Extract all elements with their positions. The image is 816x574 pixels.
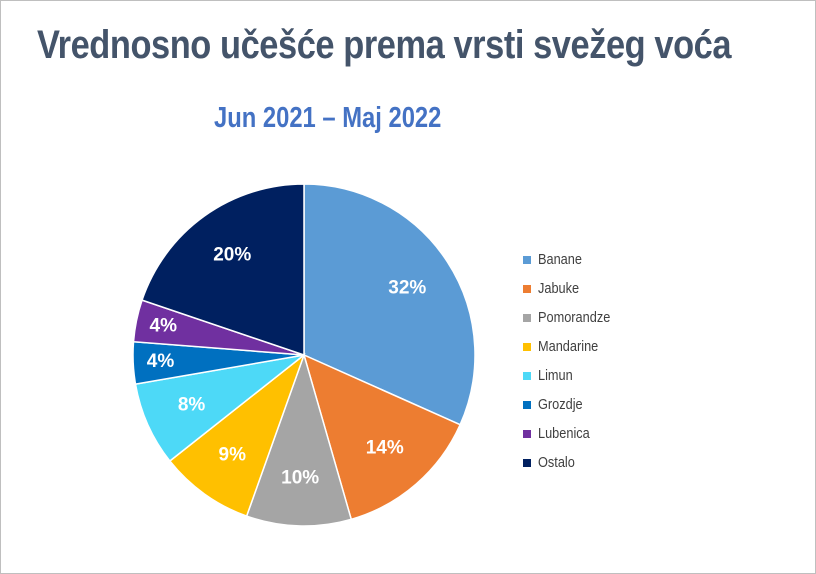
slice-label-ostalo: 20% (213, 244, 251, 265)
legend-item-lubenica: Lubenica (523, 419, 623, 448)
legend-item-mandarine: Mandarine (523, 332, 623, 361)
pie-slice-ostalo (141, 183, 305, 357)
slice-label-banane: 32% (388, 277, 426, 298)
slice-label-mandarine: 9% (219, 445, 247, 466)
slice-label-grozdje: 4% (147, 351, 175, 372)
slice-label-pomorandze: 10% (281, 468, 319, 489)
pie-slice-mandarine (168, 352, 306, 518)
legend-swatch (523, 429, 531, 438)
legend-swatch (523, 458, 531, 467)
legend-label: Jabuke (538, 280, 580, 297)
legend-label: Limun (538, 367, 573, 384)
legend-item-limun: Limun (523, 361, 623, 390)
pie-slice-pomorandze (245, 352, 353, 527)
legend-item-ostalo: Ostalo (523, 448, 623, 477)
slice-label-lubenica: 4% (150, 316, 178, 337)
legend-swatch (523, 371, 531, 380)
legend-label: Lubenica (538, 425, 590, 442)
legend-label: Pomorandze (538, 309, 611, 326)
legend-label: Banane (538, 251, 582, 268)
slice-label-limun: 8% (178, 395, 206, 416)
chart-legend: Banane Jabuke Pomorandze Mandarine Limun Groz… (523, 245, 623, 477)
legend-label: Mandarine (538, 338, 599, 355)
pie-slice-jabuke (302, 353, 462, 521)
legend-swatch (523, 255, 531, 264)
legend-label: Ostalo (538, 454, 575, 471)
chart-subtitle: Jun 2021 – Maj 2022 (214, 102, 442, 134)
legend-swatch (523, 400, 531, 409)
legend-item-grozdje: Grozdje (523, 390, 623, 419)
legend-item-jabuke: Jabuke (523, 274, 623, 303)
slice-label-jabuke: 14% (366, 437, 404, 458)
pie-slice-banane (303, 183, 476, 426)
legend-swatch (523, 284, 531, 293)
legend-swatch (523, 342, 531, 351)
legend-swatch (523, 313, 531, 322)
legend-item-banane: Banane (523, 245, 623, 274)
legend-item-pomorandze: Pomorandze (523, 303, 623, 332)
legend-label: Grozdje (538, 396, 583, 413)
chart-title: Vrednosno učešće prema vrsti svežeg voća (37, 23, 732, 67)
